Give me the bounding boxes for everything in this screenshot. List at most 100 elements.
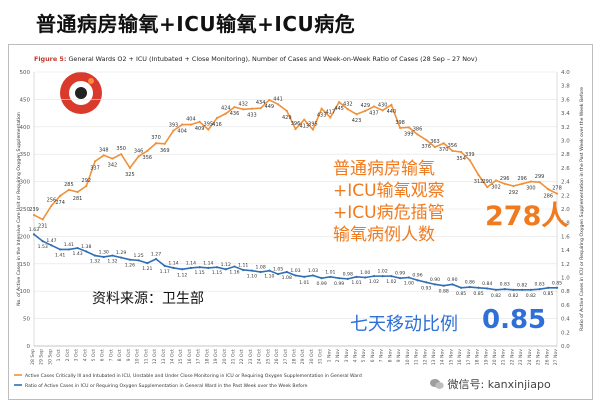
data-point-active-cases — [303, 118, 306, 121]
data-point-ratio — [407, 276, 410, 279]
data-point-ratio — [294, 274, 297, 277]
x-tick-label: 21 Oct — [230, 349, 236, 364]
data-point-active-cases — [390, 103, 393, 106]
x-tick-label: 18 Oct — [204, 349, 210, 364]
data-label-ratio: 0.83 — [534, 282, 544, 288]
data-point-active-cases — [224, 112, 227, 115]
data-label-ratio: 1.12 — [221, 262, 231, 268]
x-tick-label: 19 Nov — [483, 349, 489, 366]
y-right-tick-label: 1.0 — [561, 276, 570, 282]
data-label-active-cases: 346 — [134, 148, 144, 154]
data-label-active-cases: 337 — [90, 165, 100, 171]
x-tick-label: 26 Nov — [544, 349, 550, 366]
data-label-active-cases: 445 — [334, 106, 344, 112]
data-point-active-cases — [32, 213, 36, 217]
y-right-tick-label: 3.8 — [561, 84, 570, 90]
data-point-ratio — [494, 288, 498, 291]
data-point-ratio — [242, 268, 245, 272]
data-point-ratio — [425, 281, 428, 284]
data-label-ratio: 0.96 — [412, 273, 422, 279]
x-tick-label: 15 Oct — [178, 349, 184, 364]
data-label-ratio: 1.27 — [151, 252, 161, 258]
data-label-active-cases: 404 — [177, 129, 187, 135]
data-point-ratio — [137, 259, 140, 262]
data-point-active-cases — [172, 129, 175, 132]
y-right-tick-label: 0.8 — [561, 289, 570, 295]
data-label-active-cases: 348 — [99, 147, 109, 153]
x-tick-label: 28 Oct — [292, 349, 298, 364]
data-point-active-cases — [67, 188, 70, 191]
chart-axes: 0 50 100 150 200 250 300 350 400 450 500 0.0 0.2 0.4 0… — [16, 70, 585, 365]
data-label-ratio: 1.26 — [125, 263, 135, 269]
data-point-active-cases — [346, 108, 349, 111]
data-label-active-cases: 231 — [38, 223, 48, 229]
data-label-ratio: 1.38 — [81, 244, 91, 250]
x-tick-label: 22 Nov — [509, 349, 515, 366]
data-label-ratio: 0.82 — [526, 293, 536, 299]
data-label-active-cases: 299 — [535, 174, 545, 180]
data-point-ratio — [181, 268, 184, 271]
data-point-active-cases — [364, 109, 367, 113]
legend-label-active-cases: Active Cases Critically Ill and Intubate… — [25, 373, 362, 379]
data-point-active-cases — [285, 109, 288, 113]
x-tick-label: 6 Oct — [100, 349, 106, 362]
data-point-ratio — [59, 248, 62, 251]
data-label-ratio: 1.00 — [360, 270, 370, 276]
annotation-line-1: 普通病房输氧 — [333, 159, 435, 179]
data-point-ratio — [477, 286, 480, 289]
annotation-line-3: +ICU病危插管 — [333, 203, 445, 223]
data-point-ratio — [120, 256, 123, 259]
data-label-active-cases: 386 — [413, 126, 423, 132]
x-tick-label: 2 Oct — [65, 349, 71, 362]
x-tick-label: 28 Sep — [30, 349, 36, 365]
data-point-ratio — [154, 257, 158, 261]
data-label-active-cases: 432 — [343, 101, 353, 107]
data-label-active-cases: 449 — [265, 104, 275, 110]
x-tick-label: 11 Oct — [143, 349, 149, 364]
data-point-active-cases — [85, 184, 88, 188]
data-label-ratio: 1.12 — [177, 272, 187, 278]
data-point-active-cases — [259, 107, 262, 110]
data-point-active-cases — [442, 142, 445, 145]
data-point-ratio — [224, 268, 227, 271]
x-tick-label: 31 Oct — [318, 349, 324, 364]
y-left-tick-label: 300 — [20, 180, 31, 186]
data-label-ratio: 1.41 — [64, 242, 74, 248]
data-label-active-cases: 363 — [430, 139, 440, 145]
data-point-active-cases — [111, 157, 114, 160]
data-point-ratio — [111, 254, 114, 257]
data-label-ratio: 0.85 — [552, 280, 562, 286]
x-tick-label: 27 Oct — [283, 349, 289, 364]
data-label-ratio: 0.85 — [473, 291, 483, 297]
y-right-tick-label: 1.2 — [561, 262, 570, 268]
data-point-active-cases — [128, 166, 131, 169]
data-label-active-cases: 440 — [387, 109, 397, 115]
data-point-active-cases — [233, 105, 236, 109]
chart-legend: Active Cases Critically Ill and Intubate… — [14, 373, 362, 389]
x-tick-label: 7 Oct — [108, 349, 114, 362]
data-point-active-cases — [555, 192, 559, 195]
data-label-ratio: 1.21 — [142, 266, 152, 272]
data-label-ratio: 0.82 — [508, 293, 518, 299]
data-label-ratio: 1.17 — [160, 269, 170, 275]
data-point-ratio — [433, 283, 437, 286]
data-label-active-cases: 370 — [439, 147, 449, 153]
data-point-active-cases — [181, 123, 184, 126]
logo-eye-icon — [75, 87, 87, 99]
x-tick-label: 12 Nov — [422, 349, 428, 366]
y-right-tick-label: 0.0 — [561, 344, 570, 350]
y-left-tick-label: 50 — [23, 317, 30, 323]
data-point-active-cases — [494, 179, 498, 182]
data-point-ratio — [512, 288, 515, 291]
data-label-active-cases: 292 — [82, 178, 92, 184]
x-tick-label: 24 Oct — [257, 349, 263, 364]
data-label-active-cases: 356 — [143, 155, 153, 161]
wechat-icon — [430, 379, 444, 389]
x-tick-label: 2 Nov — [335, 349, 341, 363]
data-label-ratio: 1.32 — [107, 259, 117, 265]
annotation-value: 278人 — [485, 201, 569, 232]
page-title: 普通病房输氧+ICU输氧+ICU病危 — [36, 12, 356, 36]
data-point-active-cases — [433, 145, 437, 149]
figure-title-text: General Wards O2 + ICU (Intubated + Clos… — [68, 55, 478, 63]
data-point-ratio — [355, 275, 358, 278]
